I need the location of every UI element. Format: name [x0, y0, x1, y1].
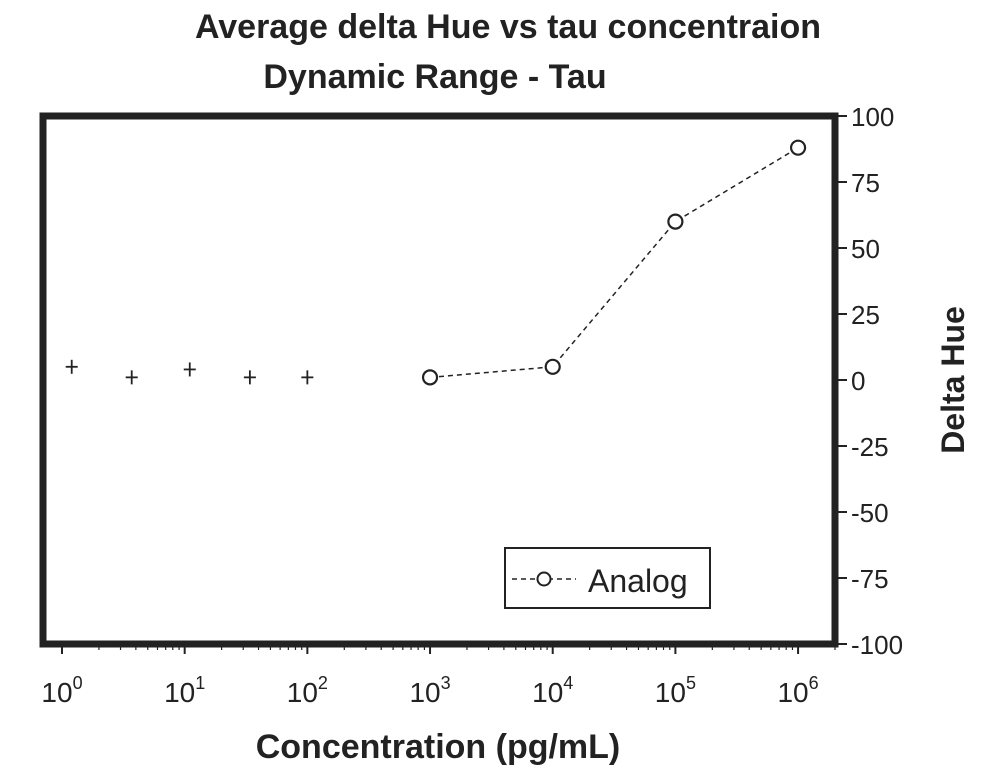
plot-frame — [39, 112, 839, 648]
data-point-analog — [667, 213, 684, 230]
x-tick-exponent: 1 — [195, 673, 205, 693]
x-tick-base: 10 — [532, 677, 563, 708]
x-tick-label: 100 — [41, 673, 82, 708]
x-tick-exponent: 0 — [73, 673, 83, 693]
x-tick-base: 10 — [41, 677, 72, 708]
x-tick-label: 101 — [164, 673, 205, 708]
x-tick-label: 104 — [532, 673, 573, 708]
y-axis-label: Delta Hue — [935, 306, 971, 454]
data-point-analog — [421, 369, 439, 386]
x-tick-label: 105 — [655, 673, 696, 708]
data-point-analog — [544, 358, 561, 375]
y-tick-label: -50 — [851, 498, 889, 528]
x-tick-label: 102 — [287, 673, 328, 708]
x-axis-label: Concentration (pg/mL) — [256, 728, 621, 766]
x-tick-exponent: 2 — [318, 673, 328, 693]
data-point-plus — [301, 370, 314, 385]
x-tick-base: 10 — [287, 677, 318, 708]
data-point-plus — [243, 370, 256, 385]
x-tick-exponent: 6 — [809, 673, 819, 693]
y-axis: 100 75 50 25 0 -25 -50 -75 -100 — [835, 102, 903, 660]
x-tick-base: 10 — [409, 677, 440, 708]
x-tick-base: 10 — [655, 677, 686, 708]
y-tick-label: 0 — [851, 366, 865, 396]
y-tick-label: 75 — [851, 168, 880, 198]
x-tick-exponent: 3 — [441, 673, 451, 693]
x-tick-base: 10 — [164, 677, 195, 708]
data-point-plus — [125, 370, 138, 385]
chart-title: Average delta Hue vs tau concentraion — [195, 8, 821, 46]
y-tick-label: -100 — [851, 630, 903, 660]
legend-label-analog: Analog — [588, 563, 688, 599]
x-axis: 100 101 102 103 104 105 106 — [41, 644, 836, 708]
data-point-plus — [183, 362, 196, 377]
series-line-analog — [429, 147, 799, 379]
y-tick-label: 50 — [851, 234, 880, 264]
series-layer — [65, 139, 807, 386]
legend-marker-sample — [536, 571, 552, 587]
x-tick-base: 10 — [777, 677, 808, 708]
y-tick-label: -25 — [851, 432, 889, 462]
x-tick-exponent: 4 — [563, 673, 573, 693]
legend: Analog — [504, 547, 711, 609]
y-tick-label: -75 — [851, 564, 889, 594]
x-tick-label: 106 — [777, 673, 818, 708]
data-point-analog — [789, 139, 807, 156]
x-tick-exponent: 5 — [686, 673, 696, 693]
x-tick-label: 103 — [409, 673, 450, 708]
data-point-plus — [65, 359, 78, 374]
y-tick-label: 25 — [851, 300, 880, 330]
chart-subtitle: Dynamic Range - Tau — [263, 58, 606, 96]
y-tick-label: 100 — [851, 102, 894, 132]
